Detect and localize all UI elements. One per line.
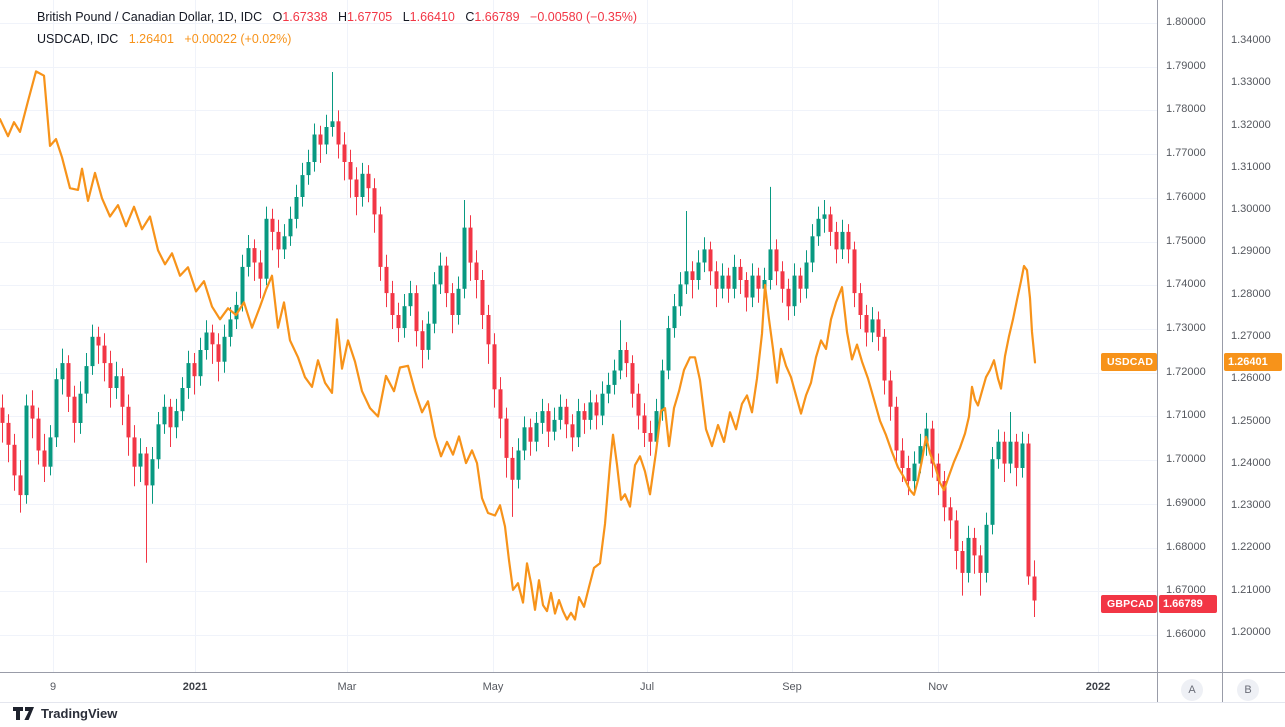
usdcad-price-tick: 1.34000 xyxy=(1231,34,1271,46)
gbpcad-price-tick: 1.69000 xyxy=(1166,496,1206,509)
gbpcad-candle-series xyxy=(0,72,1037,617)
gbpcad-price-tick: 1.67000 xyxy=(1166,584,1206,597)
overlay-price: 1.26401 xyxy=(128,32,174,46)
gbpcad-last-price-label: 1.66789 xyxy=(1159,595,1217,614)
overlay-change: +0.00022 (+0.02%) xyxy=(184,32,292,46)
time-tick-label: 9 xyxy=(49,681,57,693)
ohlc-low: L1.66410 xyxy=(402,10,455,24)
scale-b-button[interactable]: B xyxy=(1237,679,1259,701)
page-divider xyxy=(0,702,1285,703)
usdcad-price-tick: 1.23000 xyxy=(1231,499,1271,512)
usdcad-price-tick: 1.25000 xyxy=(1231,414,1271,427)
usdcad-price-tick: 1.32000 xyxy=(1231,118,1271,131)
tradingview-logo[interactable]: TradingView xyxy=(13,706,117,721)
time-tick-label: Nov xyxy=(928,681,948,693)
gbpcad-price-tick: 1.76000 xyxy=(1166,190,1206,203)
time-tick-label: Sep xyxy=(782,681,802,693)
legend-row-gbpcad: British Pound / Canadian Dollar, 1D, IDC… xyxy=(37,6,637,28)
time-tick-label: 2021 xyxy=(182,681,208,693)
usdcad-price-tick: 1.33000 xyxy=(1231,76,1271,89)
usdcad-price-tick: 1.28000 xyxy=(1231,287,1271,300)
chart-legend: British Pound / Canadian Dollar, 1D, IDC… xyxy=(37,6,637,50)
gbpcad-price-tick: 1.79000 xyxy=(1166,59,1206,72)
ohlc-high: H1.67705 xyxy=(338,10,393,24)
usdcad-price-tick: 1.31000 xyxy=(1231,160,1271,173)
usdcad-price-tick: 1.24000 xyxy=(1231,456,1271,469)
usdcad-line-series xyxy=(0,70,1037,621)
time-tick-label: 2022 xyxy=(1085,681,1111,693)
change-value: −0.00580 (−0.35%) xyxy=(530,10,638,24)
gbpcad-price-tick: 1.74000 xyxy=(1166,278,1206,291)
ohlc-close: C1.66789 xyxy=(465,10,520,24)
gbpcad-price-tick: 1.66000 xyxy=(1166,627,1206,640)
usdcad-price-tick: 1.29000 xyxy=(1231,245,1271,258)
gbpcad-price-tick: 1.70000 xyxy=(1166,453,1206,466)
usdcad-price-tick: 1.21000 xyxy=(1231,583,1271,596)
gbpcad-price-tick: 1.80000 xyxy=(1166,16,1206,28)
symbol-title: British Pound / Canadian Dollar, 1D, IDC xyxy=(37,10,263,24)
usdcad-price-tick: 1.22000 xyxy=(1231,541,1271,554)
usdcad-last-price-label: 1.26401 xyxy=(1224,353,1282,372)
time-tick-label: May xyxy=(482,681,504,693)
gbpcad-price-tick: 1.72000 xyxy=(1166,365,1206,378)
usdcad-price-tick: 1.20000 xyxy=(1231,626,1271,639)
tradingview-logo-text: TradingView xyxy=(41,706,118,721)
gbpcad-price-tick: 1.71000 xyxy=(1166,409,1206,422)
usdcad-series-tag: USDCAD xyxy=(1101,353,1157,372)
gbpcad-price-tick: 1.68000 xyxy=(1166,540,1206,553)
gbpcad-price-tick: 1.75000 xyxy=(1166,234,1206,247)
time-tick-label: Jul xyxy=(639,681,655,693)
price-scale-usdcad[interactable]: 1.34000 1.33000 1.32000 1.31000 1.30000 1.290… xyxy=(1222,0,1285,702)
usdcad-price-tick: 1.30000 xyxy=(1231,203,1271,216)
usdcad-price-tick: 1.26000 xyxy=(1231,372,1271,385)
tradingview-logo-icon xyxy=(13,707,34,720)
time-tick-label: Mar xyxy=(337,681,357,693)
overlay-title: USDCAD, IDC xyxy=(37,32,119,46)
legend-row-usdcad: USDCAD, IDC 1.26401 +0.00022 (+0.02%) xyxy=(37,28,637,50)
gbpcad-price-tick: 1.73000 xyxy=(1166,321,1206,334)
gbpcad-price-tick: 1.77000 xyxy=(1166,147,1206,160)
price-scale-gbpcad[interactable]: 1.80000 1.79000 1.78000 1.77000 1.76000 1.750… xyxy=(1157,0,1222,702)
plot-area[interactable] xyxy=(0,0,1157,672)
usdcad-price-tick: 1.27000 xyxy=(1231,330,1271,343)
gbpcad-series-tag: GBPCAD xyxy=(1101,595,1157,614)
ohlc-open: O1.67338 xyxy=(272,10,328,24)
gbpcad-price-tick: 1.78000 xyxy=(1166,103,1206,116)
time-axis-border xyxy=(0,672,1285,673)
scale-a-button[interactable]: A xyxy=(1181,679,1203,701)
